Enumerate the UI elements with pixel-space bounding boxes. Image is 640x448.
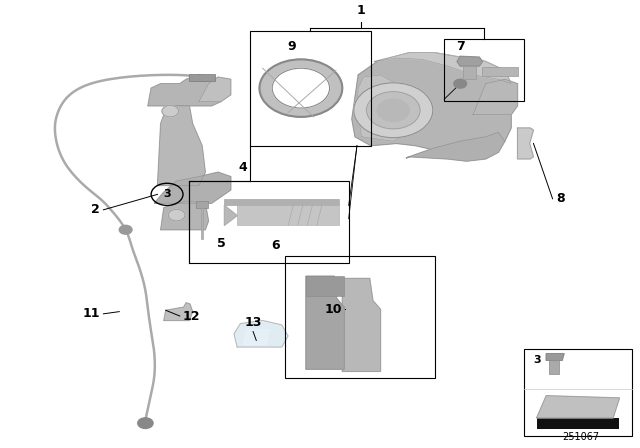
Polygon shape xyxy=(244,329,269,345)
Text: 12: 12 xyxy=(183,310,200,323)
Bar xyxy=(524,349,632,435)
Circle shape xyxy=(272,68,330,108)
Text: 6: 6 xyxy=(271,239,280,252)
Bar xyxy=(189,181,349,263)
Polygon shape xyxy=(199,77,231,101)
Polygon shape xyxy=(518,128,534,159)
Text: 4: 4 xyxy=(238,161,246,174)
Bar xyxy=(250,30,371,146)
Polygon shape xyxy=(537,396,620,418)
Text: 5: 5 xyxy=(217,237,226,250)
Text: 7: 7 xyxy=(456,40,465,53)
Circle shape xyxy=(162,105,179,117)
Text: 1: 1 xyxy=(357,4,366,17)
Bar xyxy=(549,360,559,374)
Bar xyxy=(225,199,339,206)
Text: 3: 3 xyxy=(533,355,540,365)
Circle shape xyxy=(354,83,433,138)
Text: 10: 10 xyxy=(325,303,342,316)
Polygon shape xyxy=(154,172,231,203)
Circle shape xyxy=(378,99,409,121)
Polygon shape xyxy=(352,53,511,157)
Text: 8: 8 xyxy=(556,192,564,205)
Polygon shape xyxy=(225,206,237,225)
Bar xyxy=(463,61,476,79)
Polygon shape xyxy=(342,279,381,371)
Bar xyxy=(196,201,209,207)
Polygon shape xyxy=(161,201,209,230)
Bar xyxy=(483,67,518,76)
Text: 2: 2 xyxy=(92,203,100,216)
Text: 3: 3 xyxy=(163,190,171,199)
Polygon shape xyxy=(406,133,505,161)
Text: 251067: 251067 xyxy=(563,432,600,442)
Polygon shape xyxy=(306,276,344,369)
Circle shape xyxy=(367,92,420,129)
Polygon shape xyxy=(473,79,518,115)
Bar xyxy=(189,74,215,82)
Polygon shape xyxy=(164,303,193,320)
Polygon shape xyxy=(374,53,511,84)
Bar xyxy=(537,418,620,429)
Bar xyxy=(444,39,524,101)
Polygon shape xyxy=(546,353,564,360)
Polygon shape xyxy=(148,75,221,106)
Polygon shape xyxy=(234,320,288,347)
Polygon shape xyxy=(157,106,205,185)
Bar xyxy=(285,256,435,378)
Circle shape xyxy=(119,225,132,234)
Bar xyxy=(306,276,344,296)
Text: 11: 11 xyxy=(83,307,100,320)
Text: 9: 9 xyxy=(287,40,296,53)
Bar xyxy=(201,207,204,239)
Circle shape xyxy=(259,60,342,117)
Bar xyxy=(237,206,339,225)
Circle shape xyxy=(168,209,185,221)
Circle shape xyxy=(138,418,153,428)
Polygon shape xyxy=(357,75,409,141)
Circle shape xyxy=(454,79,467,88)
Text: 13: 13 xyxy=(244,316,262,329)
Polygon shape xyxy=(457,56,483,66)
